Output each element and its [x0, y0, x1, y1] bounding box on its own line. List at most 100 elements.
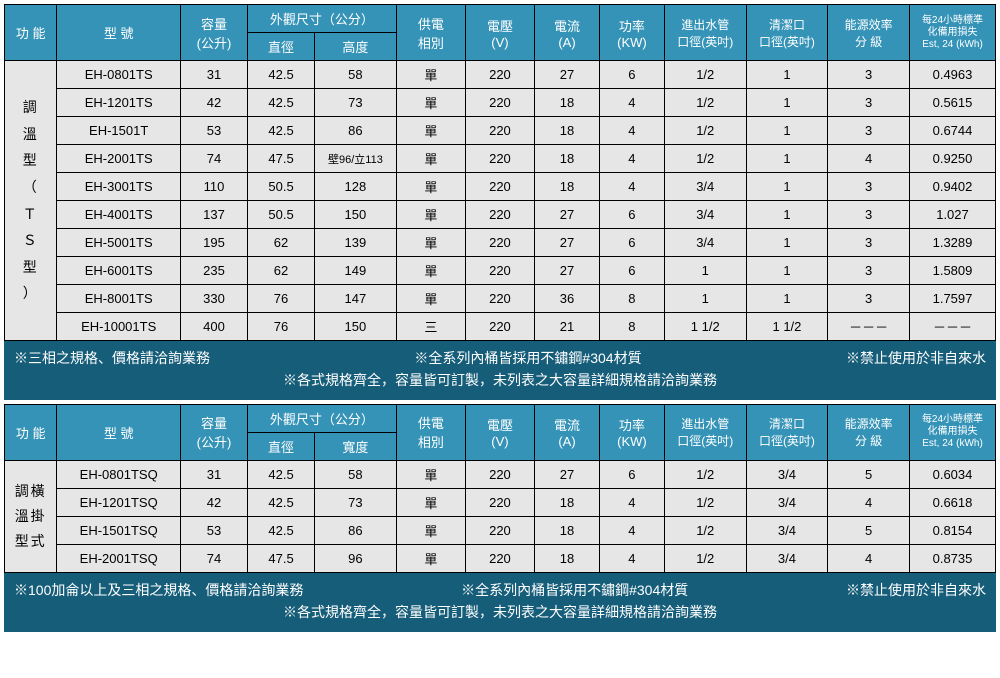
hdr-clean-l1: 清潔口: [769, 18, 805, 32]
table-row: EH-3001TS11050.5128單2201843/4130.9402: [5, 173, 996, 201]
table-cell: EH-2001TSQ: [57, 544, 181, 572]
note1a: ※三相之規格、價格請洽詢業務: [14, 347, 210, 369]
hdr-eff-l1: 能源效率: [845, 417, 893, 431]
table-row: EH-1201TSQ4242.573單2201841/23/440.6618: [5, 488, 996, 516]
table-cell: 42.5: [248, 89, 315, 117]
table-cell: 42.5: [248, 117, 315, 145]
hdr-eff-l2: 分 級: [855, 434, 882, 448]
table-cell: 3: [828, 201, 910, 229]
note1b: ※全系列內桶皆採用不鏽鋼#304材質: [414, 347, 641, 369]
table-cell: 18: [535, 488, 600, 516]
table-cell: 三: [396, 313, 465, 341]
table-cell: 58: [315, 61, 397, 89]
table-cell: EH-5001TS: [57, 229, 181, 257]
table-cell: 42.5: [248, 460, 315, 488]
table-cell: 4: [599, 89, 664, 117]
hdr-eff-l1: 能源效率: [845, 18, 893, 32]
table-cell: 330: [180, 285, 247, 313]
table-cell: 8: [599, 313, 664, 341]
table-cell: 220: [465, 201, 534, 229]
table-cell: 18: [535, 516, 600, 544]
hdr-est-l2: 化備用損失: [928, 27, 978, 38]
table-cell: 6: [599, 257, 664, 285]
table-cell: 96: [315, 544, 397, 572]
table-cell: 0.5615: [910, 89, 996, 117]
hdr-est-l3: Est, 24 (kWh): [922, 39, 983, 50]
table-cell: 壁96/立113: [315, 145, 397, 173]
table-row: EH-2001TS7447.5壁96/立113單2201841/2140.925…: [5, 145, 996, 173]
hdr-current-l1: 電流: [554, 19, 580, 34]
hdr-height: 高度: [315, 33, 397, 61]
table-cell: 單: [396, 257, 465, 285]
table-row: EH-1201TS4242.573單2201841/2130.5615: [5, 89, 996, 117]
hdr-phase-l1: 供電: [418, 17, 444, 32]
table-cell: 42.5: [248, 516, 315, 544]
hdr-est-l3: Est, 24 (kWh): [922, 438, 983, 449]
table-cell: 220: [465, 544, 534, 572]
hdr-clean: 清潔口 口徑(英吋): [746, 404, 828, 460]
table-cell: 1: [746, 201, 828, 229]
hdr-width: 寬度: [315, 432, 397, 460]
table-cell: 47.5: [248, 145, 315, 173]
table-cell: EH-0801TS: [57, 61, 181, 89]
table-cell: 1/2: [664, 117, 746, 145]
table-cell: 220: [465, 173, 534, 201]
table-cell: 5: [828, 516, 910, 544]
table-cell: 73: [315, 488, 397, 516]
table-cell: 4: [828, 488, 910, 516]
note1d: ※各式規格齊全，容量皆可訂製，未列表之大容量詳細規格請洽詢業務: [14, 369, 986, 391]
table-cell: 4: [599, 117, 664, 145]
table-cell: 76: [248, 285, 315, 313]
table-cell: EH-1201TS: [57, 89, 181, 117]
hdr-phase: 供電 相別: [396, 404, 465, 460]
hdr-clean: 清潔口 口徑(英吋): [746, 5, 828, 61]
hdr-function: 功 能: [5, 404, 57, 460]
hdr-diameter: 直徑: [248, 33, 315, 61]
table-cell: 3/4: [746, 544, 828, 572]
hdr-function: 功 能: [5, 5, 57, 61]
hdr-capacity-l2: (公升): [197, 435, 232, 450]
table-cell: EH-1201TSQ: [57, 488, 181, 516]
hdr-capacity: 容量 (公升): [180, 5, 247, 61]
hdr-est: 每24小時標準 化備用損失 Est, 24 (kWh): [910, 404, 996, 460]
table-cell: EH-0801TSQ: [57, 460, 181, 488]
hdr-pipe-l2: 口徑(英吋): [677, 35, 733, 49]
table-cell: 1: [746, 89, 828, 117]
table-cell: 1.5809: [910, 257, 996, 285]
table-cell: 0.6618: [910, 488, 996, 516]
table-cell: 128: [315, 173, 397, 201]
table-row: EH-8001TS33076147單2203681131.7597: [5, 285, 996, 313]
table-cell: 單: [396, 89, 465, 117]
table-cell: 220: [465, 285, 534, 313]
table-cell: 18: [535, 145, 600, 173]
table-cell: 1: [746, 229, 828, 257]
table-row: EH-4001TS13750.5150單2202763/4131.027: [5, 201, 996, 229]
note2c: ※禁止使用於非自來水: [846, 579, 986, 601]
hdr-capacity-l1: 容量: [201, 17, 227, 32]
table-cell: 3/4: [664, 229, 746, 257]
table-cell: 149: [315, 257, 397, 285]
table-cell: 18: [535, 544, 600, 572]
table-cell: EH-8001TS: [57, 285, 181, 313]
table-cell: 單: [396, 516, 465, 544]
table-cell: 3: [828, 89, 910, 117]
table-cell: 0.6744: [910, 117, 996, 145]
table-row: EH-5001TS19562139單2202763/4131.3289: [5, 229, 996, 257]
table-cell: 單: [396, 285, 465, 313]
table-cell: 139: [315, 229, 397, 257]
table-cell: 150: [315, 313, 397, 341]
table-cell: EH-2001TS: [57, 145, 181, 173]
table-cell: 1: [664, 285, 746, 313]
hdr-capacity-l2: (公升): [197, 36, 232, 51]
table-cell: 1/2: [664, 145, 746, 173]
table-cell: 74: [180, 544, 247, 572]
table-cell: 27: [535, 460, 600, 488]
table-cell: 147: [315, 285, 397, 313]
table-body: 調溫型（ＴＳ型）EH-0801TS3142.558單2202761/2130.4…: [5, 61, 996, 341]
table-cell: 3/4: [746, 460, 828, 488]
table-cell: 220: [465, 89, 534, 117]
hdr-pipe-l1: 進出水管: [681, 18, 729, 32]
table-cell: 0.9402: [910, 173, 996, 201]
hdr-capacity: 容量 (公升): [180, 404, 247, 460]
table-cell: 1: [746, 257, 828, 285]
